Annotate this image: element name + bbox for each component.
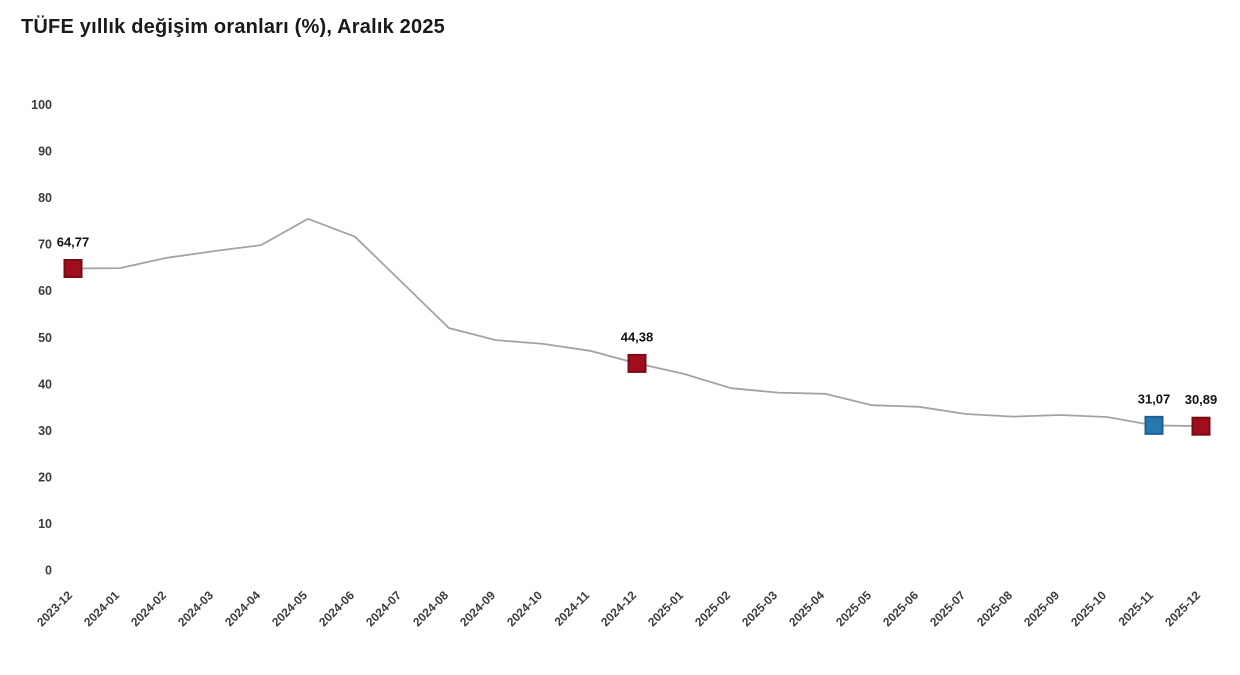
x-tick-label: 2024-05: [269, 588, 310, 629]
y-tick-label: 30: [38, 424, 52, 438]
x-tick-label: 2024-08: [410, 588, 451, 629]
data-point-label: 64,77: [57, 234, 90, 249]
series-line: [72, 217, 1202, 428]
data-point-marker: [1144, 415, 1164, 435]
x-tick-label: 2024-10: [504, 588, 545, 629]
data-point-marker: [63, 258, 83, 278]
x-tick-label: 2024-03: [175, 588, 216, 629]
y-tick-label: 10: [38, 517, 52, 531]
x-tick-label: 2024-01: [81, 588, 122, 629]
x-tick-label: 2025-03: [739, 588, 780, 629]
y-tick-label: 0: [45, 564, 52, 578]
x-tick-label: 2024-12: [598, 588, 639, 629]
y-tick-label: 70: [38, 238, 52, 252]
y-tick-label: 50: [38, 331, 52, 345]
x-tick-label: 2024-06: [316, 588, 357, 629]
data-point-marker: [627, 353, 647, 373]
x-tick-label: 2024-04: [222, 588, 263, 629]
x-tick-label: 2025-09: [1021, 588, 1062, 629]
x-tick-label: 2025-05: [833, 588, 874, 629]
chart-title: TÜFE yıllık değişim oranları (%), Aralık…: [21, 16, 445, 38]
x-tick-label: 2025-07: [927, 588, 968, 629]
x-tick-label: 2024-09: [457, 588, 498, 629]
x-tick-label: 2025-11: [1116, 588, 1157, 629]
x-tick-label: 2023-12: [34, 588, 75, 629]
y-tick-label: 80: [38, 191, 52, 205]
x-tick-label: 2024-02: [128, 588, 169, 629]
x-tick-label: 2025-08: [974, 588, 1015, 629]
y-tick-label: 40: [38, 377, 52, 391]
y-tick-label: 20: [38, 470, 52, 484]
data-point-marker: [1191, 416, 1211, 436]
data-point-label: 31,07: [1138, 391, 1171, 406]
x-tick-label: 2025-12: [1162, 588, 1203, 629]
x-tick-label: 2025-01: [645, 588, 686, 629]
y-tick-label: 90: [38, 145, 52, 159]
y-tick-label: 100: [31, 98, 52, 112]
data-point-label: 44,38: [621, 329, 654, 344]
x-tick-label: 2025-06: [880, 588, 921, 629]
x-tick-label: 2025-02: [692, 588, 733, 629]
data-point-label: 30,89: [1185, 392, 1218, 407]
x-tick-label: 2024-07: [363, 588, 404, 629]
x-tick-label: 2025-04: [786, 588, 827, 629]
x-tick-label: 2024-11: [552, 588, 593, 629]
x-tick-label: 2025-10: [1068, 588, 1109, 629]
y-tick-label: 60: [38, 284, 52, 298]
